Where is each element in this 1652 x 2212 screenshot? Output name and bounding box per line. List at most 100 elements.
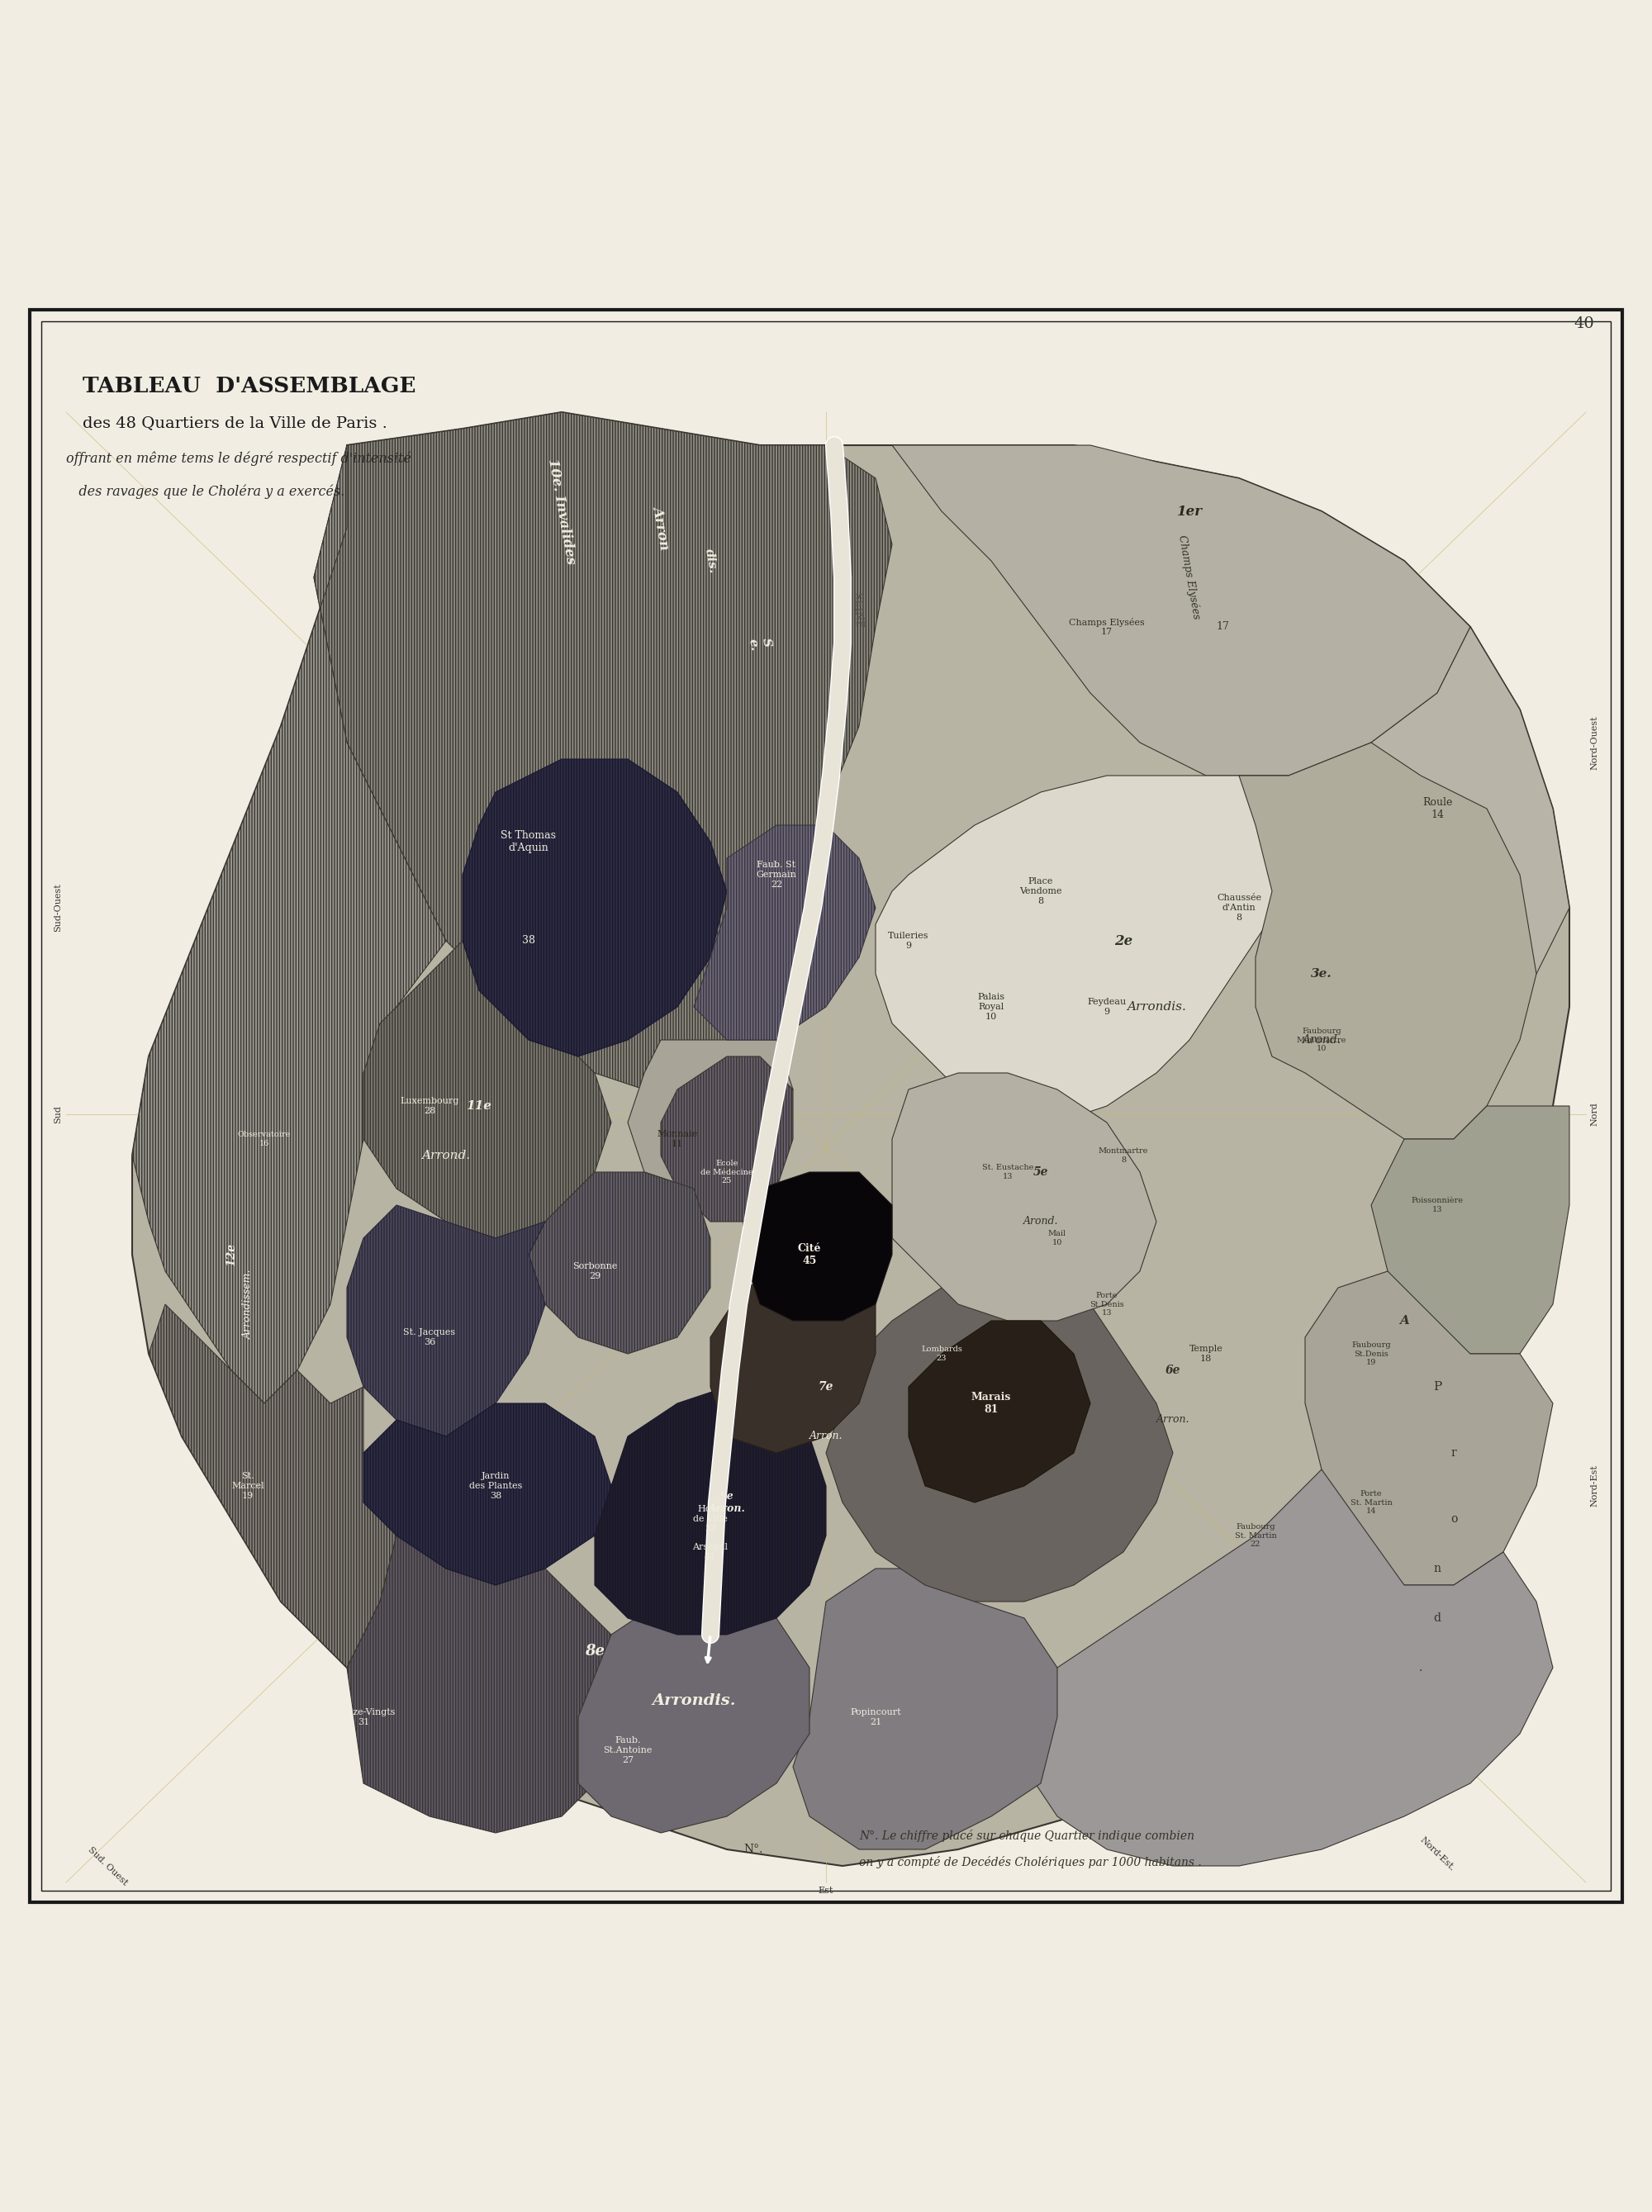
Text: Porte
St. Martin
14: Porte St. Martin 14 (1350, 1491, 1393, 1515)
Text: Place
Vendome
8: Place Vendome 8 (1019, 878, 1062, 905)
Text: Palais
Royal
10: Palais Royal 10 (978, 993, 1004, 1020)
Text: 1er: 1er (1176, 504, 1203, 518)
Polygon shape (363, 940, 611, 1239)
Polygon shape (149, 1305, 396, 1668)
Polygon shape (892, 445, 1470, 776)
Text: Roule
14: Roule 14 (1422, 796, 1452, 821)
Text: Sud-Ouest: Sud-Ouest (53, 883, 63, 931)
Text: 11e: 11e (466, 1099, 492, 1113)
Text: 40: 40 (1574, 316, 1594, 332)
Polygon shape (826, 1272, 1173, 1601)
Text: Arron.: Arron. (809, 1431, 843, 1442)
Text: 10e. Invalides: 10e. Invalides (545, 458, 578, 566)
Text: 7e: 7e (818, 1380, 834, 1394)
Polygon shape (793, 1568, 1057, 1849)
Polygon shape (529, 1172, 710, 1354)
Text: Faubourg
St.Denis
19: Faubourg St.Denis 19 (1351, 1340, 1391, 1367)
Polygon shape (892, 1073, 1156, 1321)
Text: Faubourg
St. Martin
22: Faubourg St. Martin 22 (1234, 1524, 1277, 1548)
Text: SEINE: SEINE (851, 593, 864, 628)
Polygon shape (132, 411, 1569, 1867)
Text: Temple
18: Temple 18 (1189, 1345, 1222, 1363)
Text: Arrondis.: Arrondis. (653, 1692, 735, 1708)
Text: Montmartre
8: Montmartre 8 (1099, 1148, 1148, 1164)
Polygon shape (743, 1172, 892, 1321)
Text: Nord: Nord (1589, 1102, 1599, 1126)
Text: Feydeau
9: Feydeau 9 (1087, 998, 1127, 1015)
Text: Faub. St
Germain
22: Faub. St Germain 22 (757, 860, 796, 889)
Text: 6e: 6e (1165, 1365, 1181, 1376)
Polygon shape (347, 1206, 545, 1436)
Text: Champs Elysées: Champs Elysées (1176, 535, 1203, 619)
Polygon shape (628, 1040, 793, 1188)
Text: 2e: 2e (1113, 933, 1133, 947)
Text: Arrondissem.: Arrondissem. (243, 1270, 253, 1338)
Text: des ravages que le Choléra y a exercés.: des ravages que le Choléra y a exercés. (66, 484, 345, 500)
Text: Observatoire
16: Observatoire 16 (238, 1130, 291, 1148)
Polygon shape (1355, 626, 1569, 973)
Text: Arron.: Arron. (1156, 1413, 1189, 1425)
Text: Faubourg
Montmartre
10: Faubourg Montmartre 10 (1297, 1029, 1346, 1053)
Text: 3e.: 3e. (1312, 969, 1332, 980)
Text: P: P (1432, 1380, 1442, 1394)
Text: o: o (1450, 1513, 1457, 1524)
Text: des 48 Quartiers de la Ville de Paris .: des 48 Quartiers de la Ville de Paris . (83, 416, 387, 431)
Text: Quinze-Vingts
31: Quinze-Vingts 31 (330, 1708, 396, 1725)
Text: St. Eustache
13: St. Eustache 13 (981, 1164, 1034, 1179)
Text: Arond.: Arond. (1023, 1217, 1059, 1228)
Text: Arond.: Arond. (1302, 1035, 1341, 1046)
Polygon shape (909, 1321, 1090, 1502)
Text: N°.: N°. (743, 1843, 763, 1856)
Text: A: A (1399, 1314, 1409, 1327)
Text: d: d (1434, 1613, 1441, 1624)
Text: S
e.: S e. (747, 635, 773, 653)
Text: Cité
45: Cité 45 (798, 1243, 821, 1265)
Text: Nord-Est: Nord-Est (1589, 1464, 1599, 1506)
Text: 38: 38 (522, 936, 535, 947)
Text: Tuileries
9: Tuileries 9 (889, 931, 928, 949)
Polygon shape (363, 1402, 611, 1586)
Text: St Thomas
d'Aquin: St Thomas d'Aquin (501, 830, 557, 854)
Text: r: r (1450, 1447, 1457, 1458)
Text: Faub.
St.Antoine
27: Faub. St.Antoine 27 (603, 1736, 653, 1763)
Text: dis.: dis. (702, 549, 719, 575)
Text: 8e: 8e (585, 1644, 605, 1659)
Text: N°. Le chiffre placé sur chaque Quartier indique combien: N°. Le chiffre placé sur chaque Quartier… (859, 1829, 1194, 1843)
Text: Hotel
de Ville
33: Hotel de Ville 33 (694, 1506, 727, 1533)
Text: .: . (1419, 1661, 1422, 1674)
Text: 5e: 5e (1032, 1166, 1049, 1177)
Polygon shape (347, 1535, 628, 1834)
Polygon shape (661, 1057, 793, 1221)
Text: Est: Est (818, 1887, 834, 1896)
Text: Champs Elysées
17: Champs Elysées 17 (1069, 617, 1145, 637)
Text: n: n (1434, 1562, 1441, 1575)
Text: Monnaie
11: Monnaie 11 (657, 1130, 697, 1148)
Text: Jardin
des Plantes
38: Jardin des Plantes 38 (469, 1473, 522, 1500)
Polygon shape (1239, 743, 1536, 1139)
Polygon shape (1305, 1272, 1553, 1586)
Text: Sorbonne
29: Sorbonne 29 (572, 1263, 618, 1281)
Polygon shape (1371, 1106, 1569, 1354)
Text: Arrondis.: Arrondis. (1127, 1002, 1186, 1013)
Text: offrant en même tems le dégré respectif d'intensité: offrant en même tems le dégré respectif … (66, 451, 411, 467)
Polygon shape (463, 759, 727, 1057)
Text: Nord-Ouest: Nord-Ouest (1589, 714, 1599, 770)
Text: St.
Marcel
19: St. Marcel 19 (231, 1473, 264, 1500)
Text: Luxembourg
28: Luxembourg 28 (400, 1097, 459, 1115)
Polygon shape (694, 825, 876, 1040)
Text: Arron: Arron (649, 504, 672, 551)
Polygon shape (595, 1387, 826, 1635)
Text: Arsenal
41: Arsenal 41 (692, 1544, 729, 1562)
Text: Ecole
de Médecine
25: Ecole de Médecine 25 (700, 1159, 753, 1183)
Polygon shape (314, 411, 892, 1091)
Text: Marais
81: Marais 81 (971, 1391, 1011, 1416)
Text: 12e: 12e (225, 1243, 238, 1265)
Text: Nord-Est.: Nord-Est. (1417, 1836, 1457, 1874)
Text: Mail
10: Mail 10 (1047, 1230, 1067, 1245)
Text: Chaussée
d'Antin
8: Chaussée d'Antin 8 (1216, 894, 1262, 922)
Text: Lombards
23: Lombards 23 (922, 1345, 961, 1363)
Text: Arrond.: Arrond. (421, 1150, 471, 1161)
Text: 17: 17 (1216, 622, 1229, 633)
Polygon shape (132, 445, 446, 1402)
Text: Popincourt
21: Popincourt 21 (851, 1708, 900, 1725)
